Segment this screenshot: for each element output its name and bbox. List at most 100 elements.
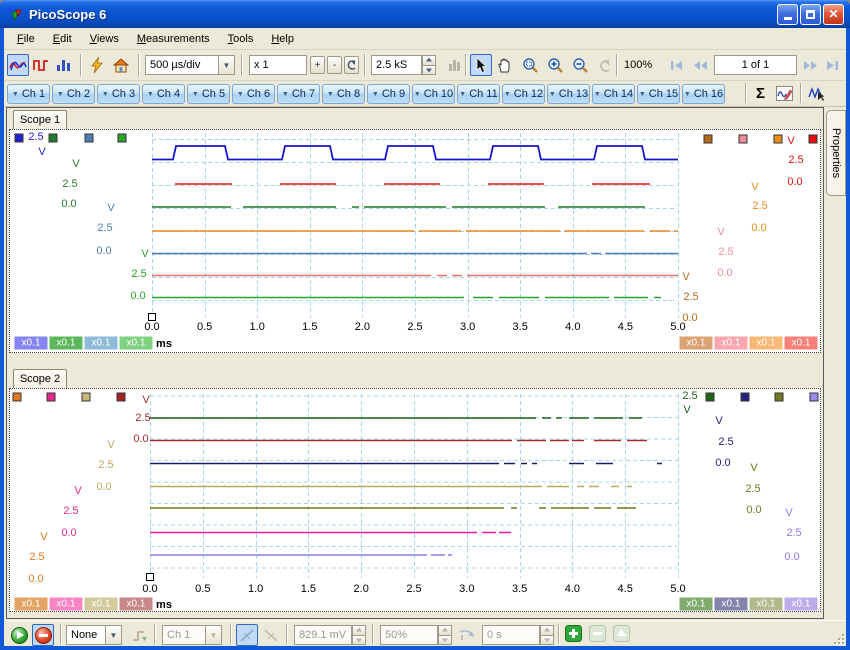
menu-help[interactable]: Help <box>271 32 294 45</box>
zoom-reset-button[interactable] <box>344 56 359 74</box>
tab-scope-2[interactable]: Scope 2 <box>13 369 67 388</box>
close-icon: ✕ <box>828 7 839 21</box>
rising-edge-icon <box>240 628 254 642</box>
title-bar: PicoScope 6 ✕ <box>0 0 850 28</box>
sample-count-spinner[interactable] <box>422 55 436 75</box>
home-settings-button[interactable] <box>110 54 132 76</box>
close-button[interactable]: ✕ <box>823 3 844 25</box>
menu-measurements[interactable]: Measurements <box>136 32 210 45</box>
separator <box>60 624 62 644</box>
undo-arrow-icon <box>600 58 610 72</box>
chevron-down-icon: ▼ <box>11 90 19 98</box>
plus-icon <box>565 625 582 642</box>
separator <box>80 54 82 76</box>
page-indicator-field[interactable]: 1 of 1 <box>714 55 797 75</box>
chevron-down-icon: ▼ <box>413 90 421 98</box>
channel-button-ch-12[interactable]: ▼ Ch 12 <box>502 84 545 104</box>
zoom-in-x-button[interactable]: + <box>310 56 325 74</box>
tab-properties[interactable]: Properties <box>826 110 846 196</box>
window-title: PicoScope 6 <box>29 6 107 22</box>
trigger-toolbar: None ▼ Ch 1 ▼ <box>4 620 846 646</box>
start-capture-button[interactable] <box>8 624 30 646</box>
first-page-button[interactable] <box>666 54 686 76</box>
custom-probes-button[interactable] <box>773 83 795 104</box>
bars-hand-icon <box>449 60 460 71</box>
zoom-factor-field[interactable]: x 1 <box>249 55 307 75</box>
zero-delay-button-disabled <box>456 624 478 646</box>
scope2-plot-panel[interactable] <box>9 388 821 612</box>
separator <box>616 54 618 76</box>
resize-grip[interactable] <box>832 632 844 644</box>
separator <box>558 624 560 644</box>
channel-button-ch-2[interactable]: ▼ Ch 2 <box>52 84 95 104</box>
timebase-select[interactable]: 500 µs/div <box>145 55 219 75</box>
stop-capture-button[interactable] <box>32 624 54 646</box>
marquee-zoom-tool[interactable] <box>519 54 541 76</box>
chevron-down-icon: ▼ <box>326 90 334 98</box>
math-channels-button[interactable]: Σ <box>750 83 771 104</box>
channel-button-ch-14[interactable]: ▼ Ch 14 <box>592 84 635 104</box>
chevron-down-icon: ▼ <box>638 90 646 98</box>
separator <box>372 624 374 644</box>
zoom-out-x-button[interactable]: - <box>327 56 342 74</box>
auto-setup-button[interactable] <box>86 54 108 76</box>
channel-button-ch-7[interactable]: ▼ Ch 7 <box>277 84 320 104</box>
sample-count-field[interactable]: 2.5 kS <box>371 55 422 75</box>
channel-button-ch-5[interactable]: ▼ Ch 5 <box>187 84 230 104</box>
channel-toolbar: ▼ Ch 1 ▼ Ch 2 ▼ Ch 3 ▼ Ch 4 ▼ Ch 5 ▼ Ch 6 ▼ Ch 7 ▼ Ch 8… <box>4 81 846 107</box>
scope1-plot-panel[interactable] <box>9 129 821 353</box>
rising-edge-button <box>236 624 258 646</box>
previous-page-button[interactable] <box>689 54 711 76</box>
alarms-button[interactable] <box>805 83 827 104</box>
trigger-delay-spinner <box>540 625 554 645</box>
minimize-button[interactable] <box>777 3 798 25</box>
spectrum-view-button[interactable] <box>30 54 52 76</box>
zoom-in-icon <box>547 57 563 73</box>
client-area: File Edit Views Measurements Tools Help <box>4 28 846 646</box>
last-page-button[interactable] <box>822 54 842 76</box>
first-page-icon <box>670 60 682 70</box>
histogram-bars-icon <box>57 60 70 71</box>
hand-pan-tool[interactable] <box>493 54 515 76</box>
channel-button-ch-4[interactable]: ▼ Ch 4 <box>142 84 185 104</box>
tab-scope-1[interactable]: Scope 1 <box>13 110 67 129</box>
channel-button-ch-11[interactable]: ▼ Ch 11 <box>457 84 500 104</box>
trigger-mode-select[interactable]: None <box>66 625 106 645</box>
add-measurement-button[interactable] <box>564 624 583 643</box>
persistence-view-button[interactable] <box>53 54 75 76</box>
menu-tools[interactable]: Tools <box>227 32 254 45</box>
channel-button-ch-6[interactable]: ▼ Ch 6 <box>232 84 275 104</box>
menu-file[interactable]: File <box>17 32 35 45</box>
channel-button-ch-16[interactable]: ▼ Ch 16 <box>682 84 725 104</box>
separator <box>138 54 140 76</box>
menu-views[interactable]: Views <box>89 32 119 45</box>
next-page-button[interactable] <box>799 54 821 76</box>
cursor-arrow-icon <box>476 57 487 73</box>
zoom-in-tool[interactable] <box>544 54 566 76</box>
normal-selection-tool[interactable] <box>470 54 492 76</box>
chevron-down-icon: ▼ <box>56 90 64 98</box>
separator <box>745 83 747 103</box>
channel-button-ch-3[interactable]: ▼ Ch 3 <box>97 84 140 104</box>
scope-view-button[interactable] <box>7 54 29 76</box>
menu-edit[interactable]: Edit <box>52 32 72 45</box>
pre-trigger-field-disabled: 50% <box>380 625 438 645</box>
maximize-button[interactable] <box>800 3 821 25</box>
channel-button-ch-9[interactable]: ▼ Ch 9 <box>367 84 410 104</box>
channel-button-ch-8[interactable]: ▼ Ch 8 <box>322 84 365 104</box>
channel-button-ch-1[interactable]: ▼ Ch 1 <box>7 84 50 104</box>
app-logo-icon <box>6 6 22 22</box>
zoom-out-tool[interactable] <box>569 54 591 76</box>
last-page-icon <box>826 60 838 70</box>
separator <box>800 83 802 103</box>
next-page-icon <box>803 60 817 70</box>
zoom-percent-label: 100% <box>624 59 653 71</box>
timebase-dropdown-arrow[interactable]: ▼ <box>219 55 235 75</box>
sigma-icon: Σ <box>755 85 765 102</box>
channel-button-ch-15[interactable]: ▼ Ch 15 <box>637 84 680 104</box>
sine-waves-icon <box>9 61 27 71</box>
minus-icon <box>589 625 606 642</box>
channel-button-ch-13[interactable]: ▼ Ch 13 <box>547 84 590 104</box>
trigger-mode-dropdown-arrow[interactable]: ▼ <box>106 625 122 645</box>
channel-button-ch-10[interactable]: ▼ Ch 10 <box>412 84 455 104</box>
